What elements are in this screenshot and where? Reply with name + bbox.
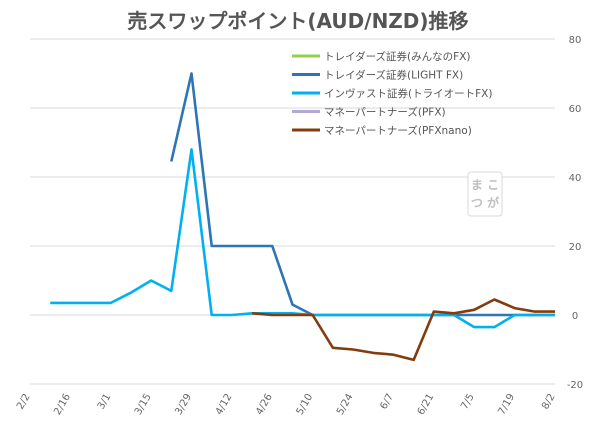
legend-entry: マネーパートナーズ(PFX)	[324, 106, 446, 119]
x-tick-label: 8/2	[540, 392, 558, 411]
x-tick-label: 4/12	[214, 392, 235, 417]
y-tick-label: 20	[569, 242, 582, 253]
y-tick-label: 0	[572, 311, 578, 322]
y-tick-label: -20	[567, 380, 583, 391]
watermark-line-2: つ が	[471, 195, 499, 210]
x-tick-label: 6/21	[416, 392, 437, 417]
y-tick-label: 40	[569, 173, 582, 184]
series-lines	[50, 72, 555, 362]
x-tick-label: 6/7	[378, 392, 396, 411]
x-tick-label: 3/1	[96, 392, 114, 411]
x-tick-label: 7/5	[459, 392, 477, 411]
x-tick-label: 2/2	[15, 392, 33, 411]
x-tick-label: 3/29	[173, 392, 194, 417]
legend: トレイダーズ証券(みんなのFX) トレイダーズ証券(LIGHT FX) インヴァスト…	[292, 50, 492, 137]
chart-title: 売スワップポイント(AUD/NZD)推移	[127, 9, 468, 33]
x-tick-label: 5/24	[335, 392, 356, 417]
legend-entry: マネーパートナーズ(PFXnano)	[324, 124, 472, 137]
y-axis-ticks: 80 60 40 20 0 -20	[567, 35, 583, 391]
x-tick-label: 4/26	[254, 392, 275, 417]
watermark-stamp: ま こ つ が	[467, 171, 503, 217]
x-tick-label: 5/10	[295, 392, 316, 417]
legend-entry: トレイダーズ証券(みんなのFX)	[324, 50, 470, 63]
legend-entry: トレイダーズ証券(LIGHT FX)	[324, 69, 463, 82]
y-tick-label: 60	[569, 104, 582, 115]
x-tick-label: 3/15	[133, 392, 154, 417]
series-line-4	[251, 298, 555, 362]
watermark-line-1: ま こ	[471, 178, 499, 192]
x-tick-label: 2/16	[52, 392, 73, 417]
x-tick-label: 7/19	[496, 392, 517, 417]
x-axis-ticks: 2/2 2/16 3/1 3/15 3/29 4/12 4/26 5/10 5/24 6/7 6/2…	[15, 392, 558, 417]
y-tick-label: 80	[569, 35, 582, 46]
legend-entry: インヴァスト証券(トライオートFX)	[324, 87, 492, 100]
